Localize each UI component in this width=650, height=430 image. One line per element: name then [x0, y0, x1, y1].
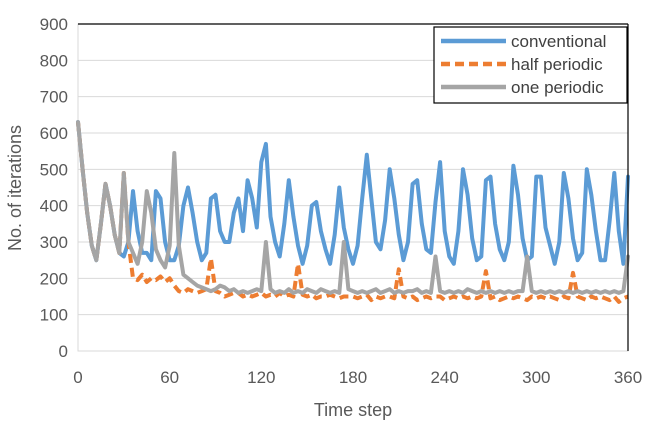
legend-label: conventional [511, 32, 606, 51]
series-line-one-periodic [76, 120, 630, 295]
y-axis-title: No. of iterations [5, 125, 25, 251]
y-tick-label: 100 [40, 306, 68, 325]
series-line-conventional [76, 120, 630, 266]
y-tick-label: 700 [40, 88, 68, 107]
x-axis-ticks: 0 60 120 180 240 300 360 [73, 368, 642, 387]
y-tick-label: 400 [40, 197, 68, 216]
legend-label: one periodic [511, 78, 604, 97]
legend-label: half periodic [511, 55, 603, 74]
y-tick-label: 200 [40, 269, 68, 288]
y-axis-ticks: 0 100 200 300 400 500 600 700 800 900 [40, 15, 68, 361]
y-tick-label: 500 [40, 160, 68, 179]
series-line-half-periodic [76, 121, 629, 304]
x-tick-label: 360 [614, 368, 642, 387]
x-tick-label: 300 [522, 368, 550, 387]
y-tick-label: 600 [40, 124, 68, 143]
x-axis-title: Time step [314, 400, 392, 420]
y-tick-label: 800 [40, 51, 68, 70]
x-tick-label: 120 [247, 368, 275, 387]
x-tick-label: 180 [339, 368, 367, 387]
y-tick-label: 300 [40, 233, 68, 252]
y-tick-label: 0 [59, 342, 68, 361]
x-tick-label: 60 [160, 368, 179, 387]
legend: conventional half periodic one periodic [433, 26, 628, 104]
x-tick-label: 0 [73, 368, 82, 387]
series-lines [76, 120, 630, 304]
y-tick-label: 900 [40, 15, 68, 34]
x-tick-label: 240 [430, 368, 458, 387]
